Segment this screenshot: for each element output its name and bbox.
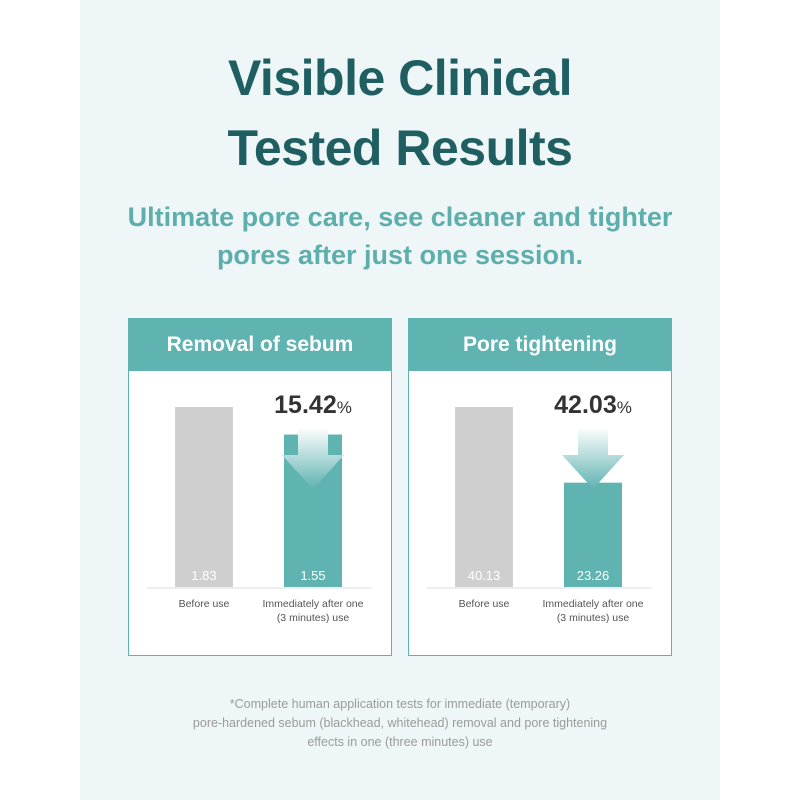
bar-value-label: 23.26: [577, 568, 610, 583]
footnote-line-3: effects in one (three minutes) use: [307, 735, 493, 749]
change-percent-label: 42.03%: [554, 391, 632, 419]
before-bar: [455, 407, 513, 587]
before-bar: [175, 407, 233, 587]
category-label: (3 minutes) use: [277, 612, 350, 624]
headline-line-2: Tested Results: [227, 120, 573, 176]
sebum-removal-card: Removal of sebum 1.83 Before use 1.55 Immed…: [128, 318, 392, 656]
category-label: Before use: [179, 598, 230, 610]
pore-tightening-card: Pore tightening 40.13 Before use 23.26 Imme…: [408, 318, 672, 656]
subheadline-line-1: Ultimate pore care, see cleaner and tigh…: [127, 202, 673, 232]
change-percent-label: 15.42%: [274, 391, 352, 419]
category-label: (3 minutes) use: [557, 612, 630, 624]
pore-tightening-chart: 40.13 Before use 23.26 Immediately after on…: [427, 391, 652, 624]
bar-value-label: 40.13: [468, 568, 501, 583]
down-arrow-icon: [282, 427, 344, 489]
headline-line-1: Visible Clinical: [227, 50, 573, 106]
subheadline-line-2: pores after just one session.: [216, 240, 584, 270]
category-label: Before use: [459, 598, 510, 610]
bar-value-label: 1.83: [191, 568, 216, 583]
category-label: Immediately after one: [543, 598, 644, 610]
footnote-line-2: pore-hardened sebum (blackhead, whitehea…: [192, 716, 608, 730]
category-label: Immediately after one: [263, 598, 364, 610]
footnote-line-1: *Complete human application tests for im…: [229, 697, 571, 711]
down-arrow-icon: [562, 427, 624, 489]
card-title: Removal of sebum: [129, 319, 391, 371]
sebum-removal-chart: 1.83 Before use 1.55 Immediately after one (…: [147, 391, 372, 624]
card-title: Pore tightening: [409, 319, 671, 371]
bar-value-label: 1.55: [300, 568, 325, 583]
after-bar: [564, 482, 622, 587]
